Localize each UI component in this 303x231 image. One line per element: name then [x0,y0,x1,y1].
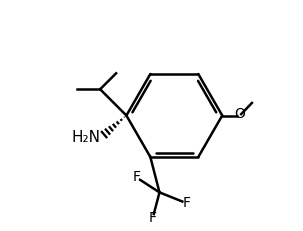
Text: H₂N: H₂N [71,130,100,145]
Text: F: F [149,211,157,225]
Text: F: F [133,170,141,184]
Text: O: O [235,107,245,121]
Text: F: F [183,196,191,210]
